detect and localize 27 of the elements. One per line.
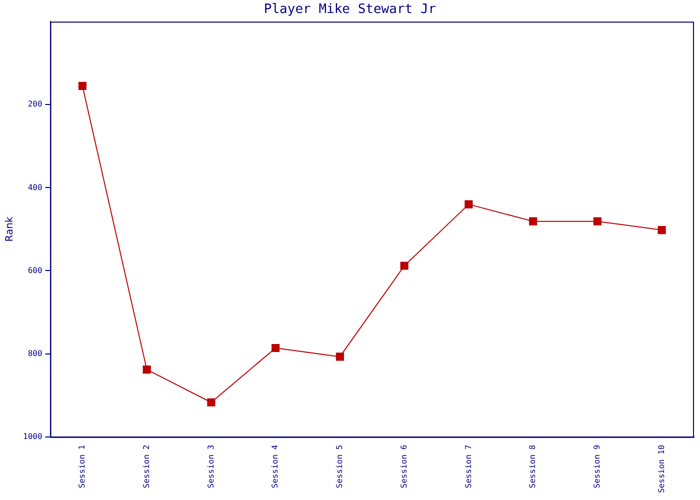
y-tick-label: 600 [28, 266, 42, 275]
x-tick-label: Session 1 [78, 444, 87, 488]
x-tick-label: Session 7 [464, 444, 473, 488]
point [400, 262, 408, 270]
y-tick-label: 1000 [23, 432, 42, 441]
y-tick-label: 200 [28, 100, 42, 109]
x-tick-label: Session 4 [270, 444, 280, 488]
point [207, 398, 216, 406]
point [336, 352, 344, 361]
point [464, 200, 473, 208]
y-axis-title: Rank [4, 216, 16, 242]
x-tick-label: Session 9 [592, 444, 602, 488]
x-tick-label: Session 8 [528, 444, 538, 488]
y-tick-label: 400 [28, 182, 42, 192]
point [529, 217, 538, 226]
point [658, 226, 666, 234]
x-tick-label: Session 6 [399, 444, 408, 488]
y-tick-label: 800 [28, 348, 42, 358]
x-tick-label: Session 5 [335, 444, 344, 488]
x-tick-label: Session 3 [206, 444, 216, 488]
x-tick-label: Session 2 [142, 444, 151, 488]
point [593, 217, 602, 226]
point [142, 366, 151, 374]
chart-title: Player Mike Stewart Jr [264, 2, 436, 18]
point [272, 344, 280, 352]
x-tick-label: Session 10 [656, 444, 666, 494]
point [78, 82, 86, 90]
